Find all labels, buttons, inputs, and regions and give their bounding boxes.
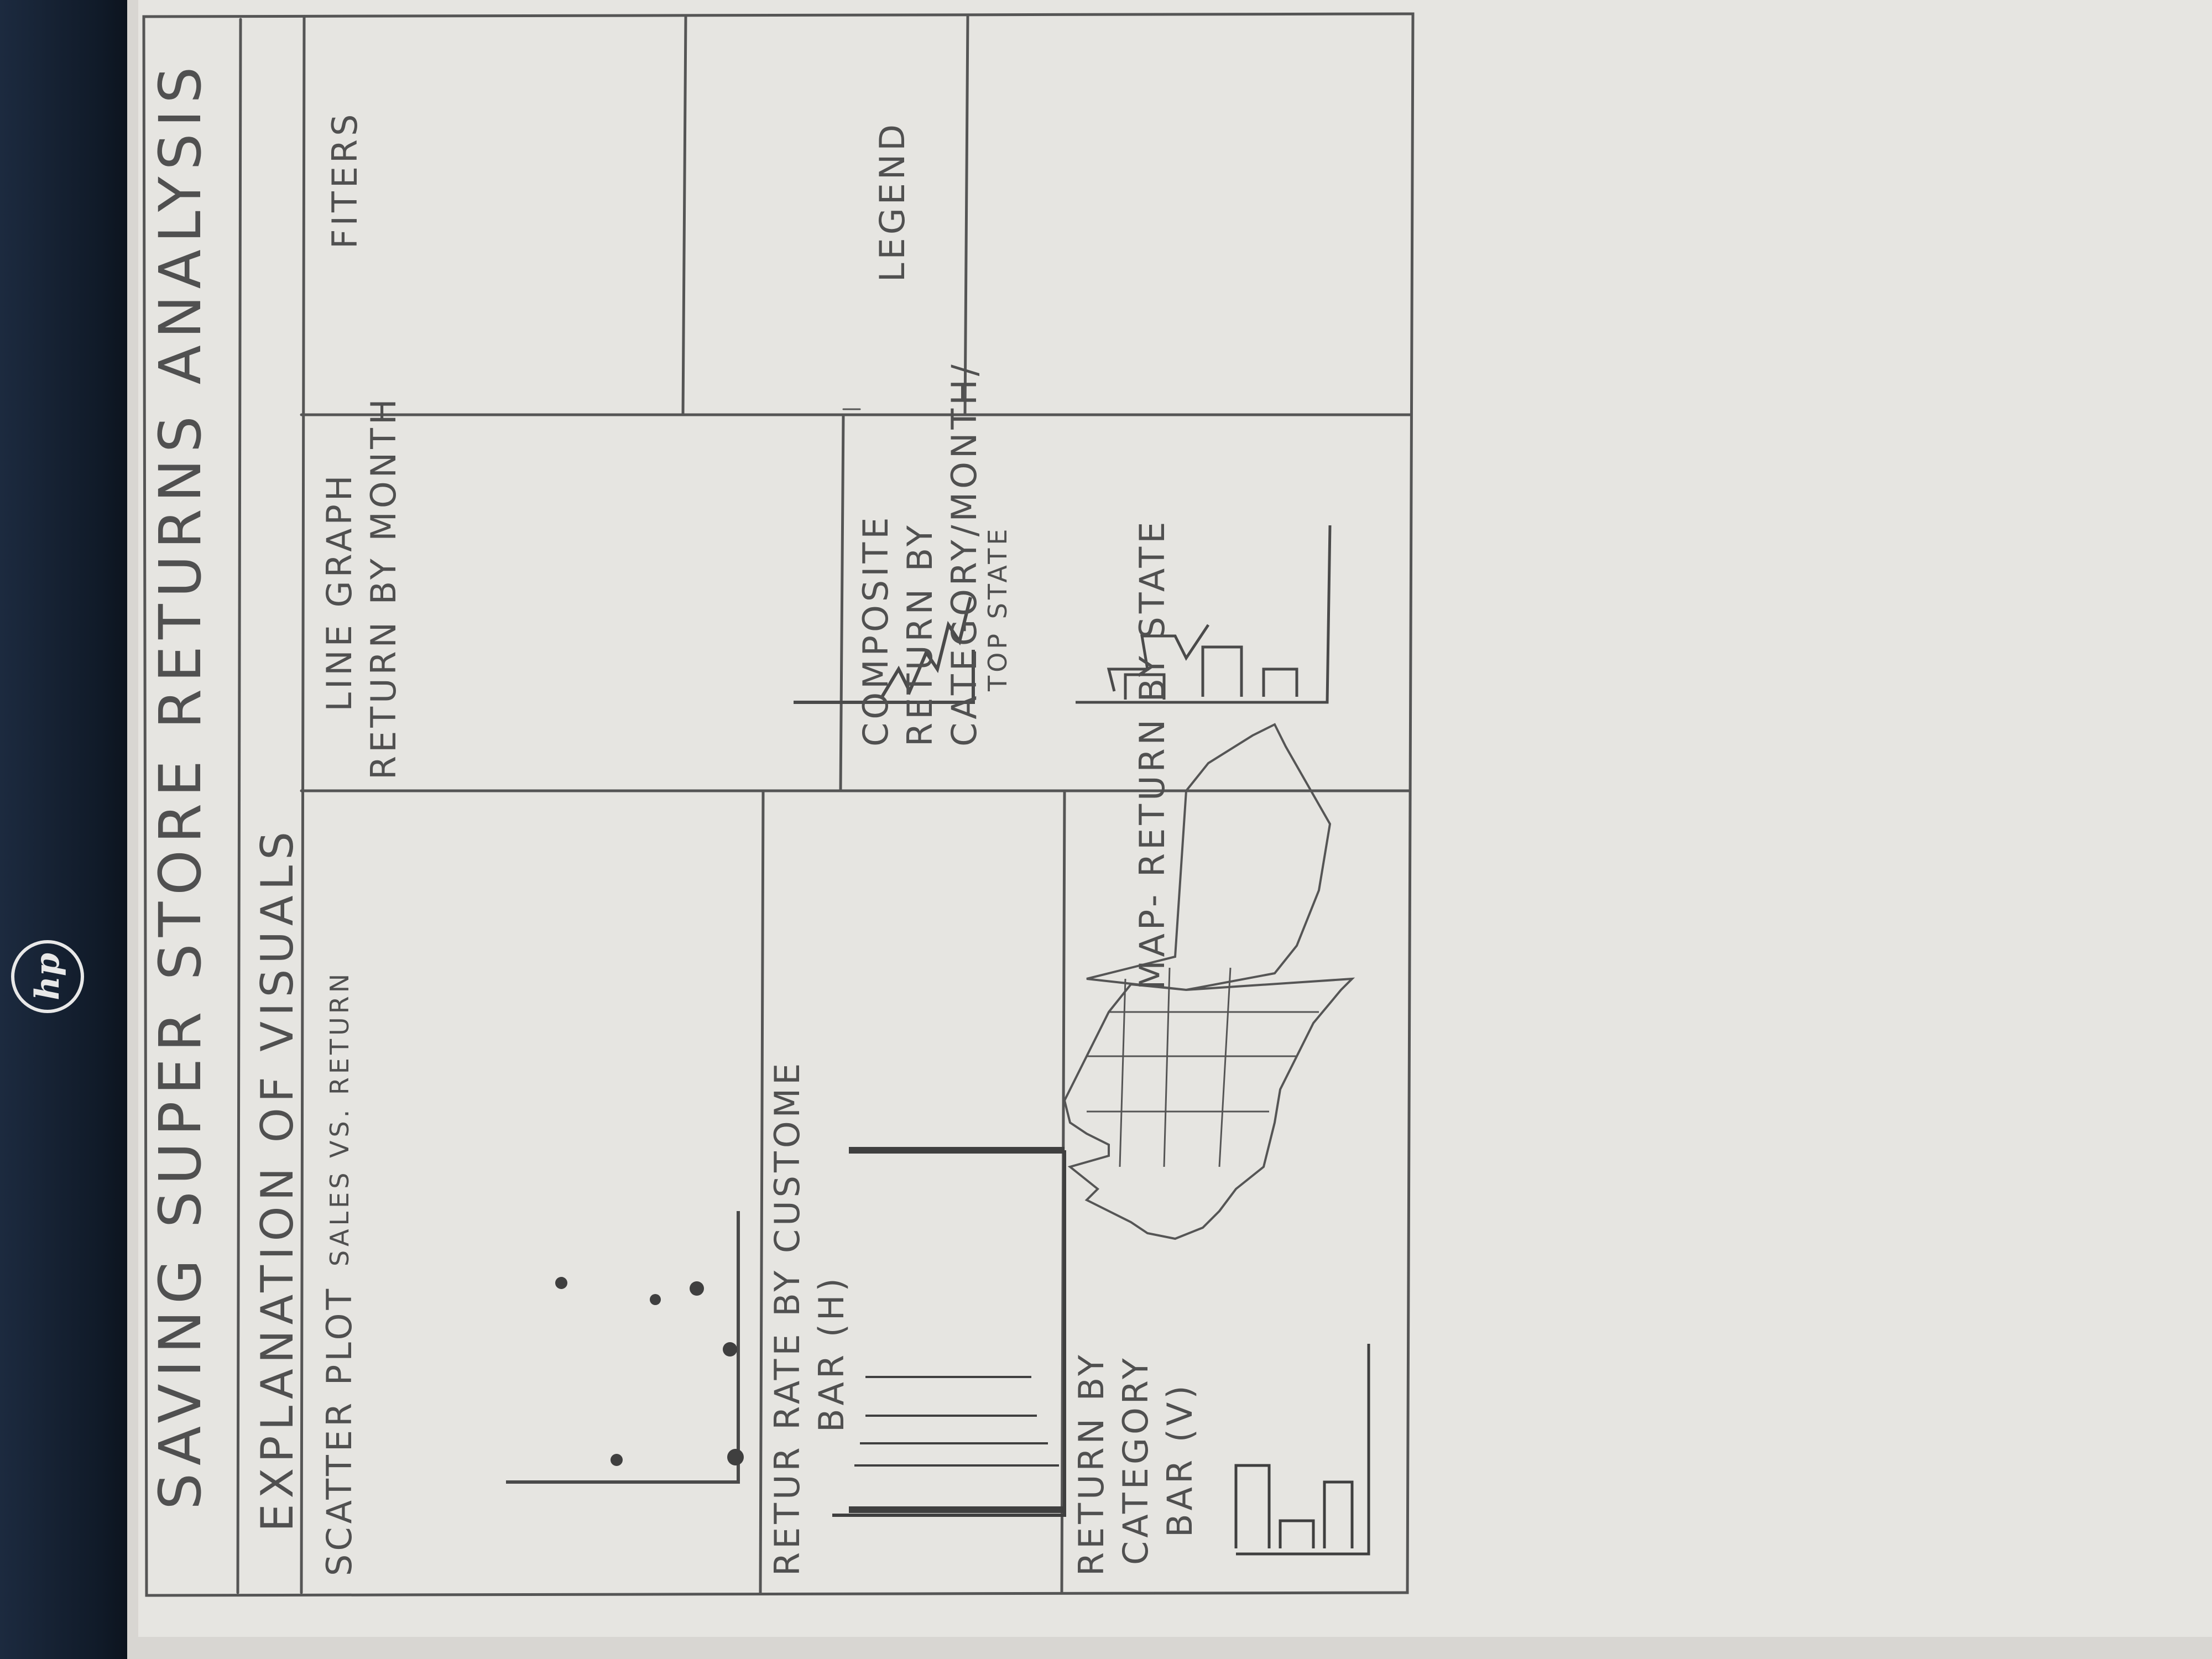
legend-label: LEGEND (872, 121, 912, 282)
category-label-3: BAR (V) (1160, 1382, 1200, 1537)
dashboard-wireframe: SAVING SUPER STORE RETURNS ANALYSIS EXPL… (135, 6, 1418, 1609)
map-label: MAP- RETURN BY STATE (1132, 518, 1172, 990)
scatter-point (690, 1281, 704, 1296)
scatter-label: SCATTER PLOT (319, 1285, 359, 1576)
category-label-2: CATEGORY (1115, 1355, 1156, 1565)
paper-sheet (138, 0, 2212, 1637)
laptop-edge: hp (0, 0, 144, 1659)
subtitle: EXPLANATION OF VISUALS (252, 826, 303, 1532)
composite-label-1: COMPOSITE (855, 514, 896, 747)
return-rate-label-1: RETUR RATE BY CUSTOME (767, 1060, 807, 1576)
page-title: SAVING SUPER STORE RETURNS ANALYSIS (147, 60, 214, 1510)
return-rate-label-2: BAR (H) (811, 1275, 852, 1432)
line-graph-label-1: LINE GRAPH (319, 472, 359, 712)
scatter-point (727, 1449, 744, 1465)
wireframe-lines (142, 12, 1415, 1597)
scatter-point (723, 1342, 737, 1357)
filters-label: FITERS (325, 111, 365, 249)
scatter-sublabel: SALES VS. RETURN (325, 970, 354, 1266)
category-label-1: RETURN BY (1071, 1352, 1112, 1576)
composite-label-4: TOP STATE (983, 525, 1013, 691)
scatter-point (611, 1454, 623, 1466)
hp-logo-icon: hp (11, 940, 84, 1013)
composite-label-3: CATEGORY/MONTH/ (944, 361, 984, 747)
composite-label-2: RETURN BY (900, 522, 940, 747)
scatter-point (555, 1277, 567, 1289)
scatter-point (650, 1294, 661, 1305)
line-graph-label-2: RETURN BY MONTH (363, 395, 404, 780)
us-map-icon (1063, 723, 1355, 1240)
